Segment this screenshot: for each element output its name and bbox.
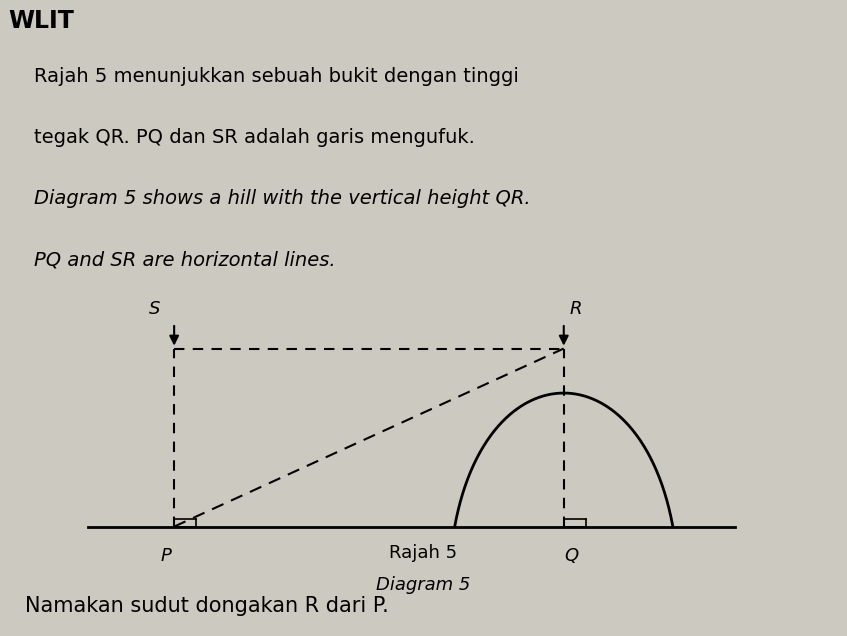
Text: Namakan sudut dongakan R dari P.: Namakan sudut dongakan R dari P. xyxy=(25,596,389,616)
Text: Diagram 5 shows a hill with the vertical height QR.: Diagram 5 shows a hill with the vertical… xyxy=(34,190,530,208)
Text: Rajah 5: Rajah 5 xyxy=(390,544,457,562)
Text: tegak QR. PQ dan SR adalah garis mengufuk.: tegak QR. PQ dan SR adalah garis mengufu… xyxy=(34,128,475,147)
Text: P: P xyxy=(161,547,172,565)
Text: PQ and SR are horizontal lines.: PQ and SR are horizontal lines. xyxy=(34,251,335,269)
Text: WLIT: WLIT xyxy=(8,9,75,33)
Text: Diagram 5: Diagram 5 xyxy=(376,576,471,593)
Text: Q: Q xyxy=(564,547,579,565)
Text: Rajah 5 menunjukkan sebuah bukit dengan tinggi: Rajah 5 menunjukkan sebuah bukit dengan … xyxy=(34,67,518,86)
Text: R: R xyxy=(569,300,582,318)
Text: S: S xyxy=(149,300,160,318)
